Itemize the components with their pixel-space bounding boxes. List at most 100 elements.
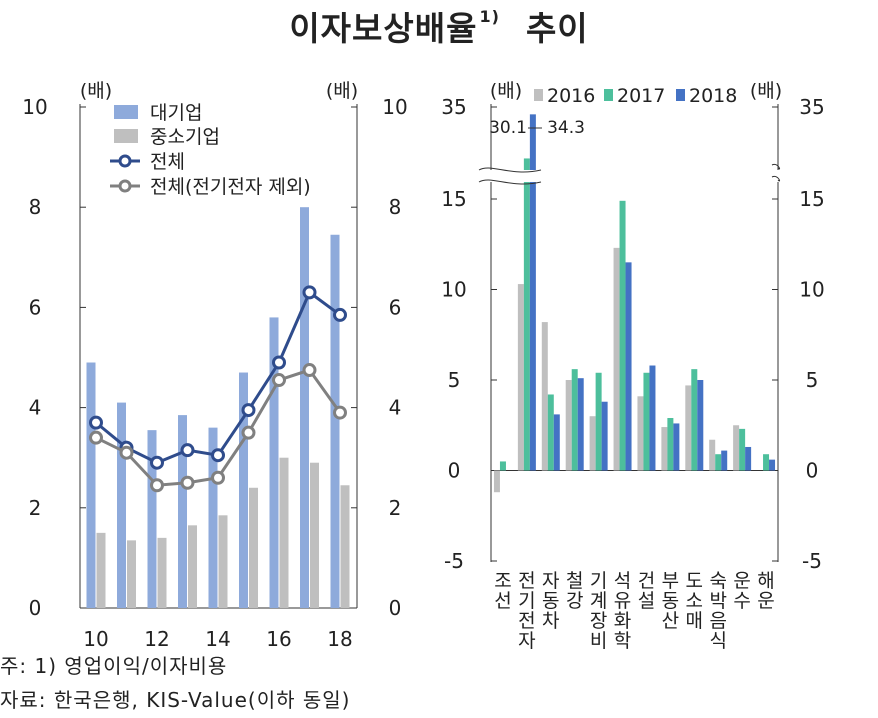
x-tick-label: 16 (266, 627, 291, 651)
point-total-ex-electronics (272, 373, 286, 388)
category-label: 건 (638, 570, 655, 592)
y-tick-label-right: 4 (389, 396, 402, 420)
point-total-ex-electronics (211, 470, 225, 485)
bar-large-firms (178, 415, 187, 608)
bar-2018 (697, 380, 704, 471)
category-label: 수 (733, 590, 750, 612)
category-label: 운 (757, 590, 774, 612)
point-total (180, 443, 195, 458)
y-tick-label-left: 8 (29, 195, 42, 219)
legend-label: 중소기업 (150, 126, 220, 148)
bar-2016 (589, 416, 596, 471)
point-total (89, 415, 103, 430)
category-label: 운 (733, 570, 750, 592)
bar-2017 (523, 158, 530, 471)
category-label: 계 (590, 590, 607, 612)
title-footnote-mark: 1) (479, 7, 500, 26)
legend-label-2: 2017 (617, 85, 665, 107)
title-main: 이자보상배율 (289, 9, 478, 48)
bar-large-firms (208, 427, 218, 608)
annotation-2018: 34.3 (547, 118, 585, 138)
category-label: 설 (638, 590, 655, 612)
legend-swatch-2017 (604, 89, 613, 101)
bar-smes (96, 532, 106, 608)
bar-2016 (661, 427, 668, 471)
bar-smes (127, 540, 136, 608)
y-tick-label-left-2: 15 (441, 187, 466, 211)
y-tick-label-left: 2 (29, 496, 42, 520)
bar-smes (310, 462, 319, 608)
point-total (302, 285, 317, 300)
bar-2018 (529, 114, 536, 471)
point-total-ex-electronics (150, 478, 164, 493)
category-label: 자 (542, 570, 559, 592)
bar-large-firms (300, 207, 309, 608)
title-suffix: 추이 (525, 9, 589, 48)
legend-marker (118, 154, 132, 168)
category-label: 전 (518, 610, 535, 632)
y-tick-label-left: 10 (22, 95, 47, 119)
bar-2018 (769, 459, 776, 471)
category-label: 전 (518, 570, 535, 592)
category-label: 박 (709, 590, 726, 612)
point-total-ex-electronics (302, 363, 317, 378)
category-label: 부 (662, 570, 679, 592)
bar-2018 (625, 262, 632, 471)
unit-label-right-2: (배) (750, 80, 782, 102)
bar-large-firms (147, 430, 157, 608)
category-label: 강 (566, 590, 583, 612)
x-tick-label: 18 (327, 627, 352, 651)
bar-smes (157, 537, 167, 608)
legend-swatch (114, 129, 138, 143)
bar-2016 (685, 385, 692, 471)
point-total (333, 307, 347, 322)
bar-2018 (745, 446, 752, 471)
category-label: 학 (614, 630, 631, 652)
point-total-ex-electronics (333, 405, 347, 420)
category-label: 자 (518, 630, 535, 652)
x-tick-label: 10 (83, 627, 108, 651)
bar-2016 (493, 470, 500, 493)
category-label: 기 (518, 590, 535, 612)
category-label: 음 (709, 610, 726, 632)
category-label: 철 (566, 570, 583, 592)
point-total (150, 455, 164, 470)
y-tick-label-right-2: -5 (802, 549, 822, 573)
point-total-ex-electronics (241, 425, 256, 440)
point-total-ex-electronics (89, 430, 103, 445)
category-label: 동 (662, 590, 679, 612)
point-total-ex-electronics (180, 475, 195, 490)
unit-label-left-2: (배) (490, 80, 522, 102)
point-total (272, 355, 286, 370)
bar-smes (218, 515, 228, 608)
bar-2016 (613, 247, 620, 471)
category-label: 식 (709, 630, 726, 652)
x-tick-label: 14 (205, 627, 230, 651)
y-tick-label-right-2: 0 (806, 459, 819, 483)
y-tick-label-right: 10 (382, 95, 407, 119)
bar-2017 (547, 394, 554, 471)
y-tick-label-right-2: 35 (799, 95, 824, 119)
category-label: 조 (494, 570, 511, 592)
category-label: 산 (662, 610, 679, 632)
bar-large-firms (330, 234, 340, 608)
y-tick-label-left-2: 10 (441, 278, 466, 302)
bar-2017 (643, 372, 650, 471)
category-label: 장 (590, 610, 607, 632)
category-label: 석 (614, 570, 631, 592)
bar-2018 (649, 365, 656, 471)
legend-label-2: 2016 (547, 85, 595, 107)
bar-smes (249, 487, 258, 608)
category-label: 소 (686, 590, 703, 612)
bar-2017 (691, 369, 698, 471)
bar-large-firms (117, 402, 126, 608)
bar-2017 (595, 372, 602, 471)
y-tick-label-right: 2 (389, 496, 402, 520)
bar-2018 (721, 450, 728, 471)
bar-2016 (709, 439, 716, 471)
category-label: 기 (590, 570, 607, 592)
y-tick-label-left: 0 (29, 596, 42, 620)
bar-2018 (553, 414, 560, 471)
point-total (211, 448, 225, 463)
